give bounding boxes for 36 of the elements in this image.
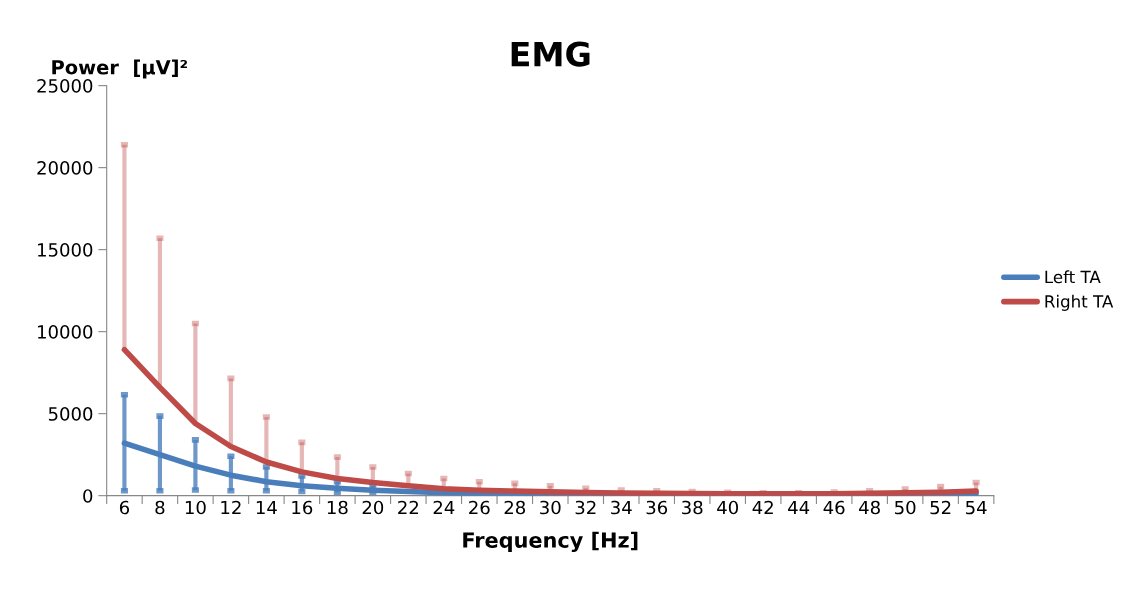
y-tick-label: 15000 [38, 243, 93, 257]
x-tick-label: 48 [859, 500, 880, 515]
x-tick-label: 10 [185, 500, 206, 515]
x-tick-label: 18 [327, 500, 348, 515]
x-tick-label: 8 [155, 500, 165, 515]
y-tick-label: 25000 [37, 79, 93, 93]
x-tick-label: 30 [540, 500, 561, 515]
x-tick-label: 38 [682, 500, 703, 515]
x-tick-label: 24 [433, 500, 455, 515]
y-tick-label: 0 [83, 489, 93, 503]
legend-label: Left TA [1045, 270, 1101, 284]
x-tick-label: 26 [469, 500, 490, 515]
legend-label: Right TA [1045, 294, 1114, 311]
y-axis-title: Power [µV]² [52, 59, 187, 79]
x-tick-label: 40 [717, 500, 738, 515]
y-tick-label: 20000 [37, 161, 93, 175]
x-axis-title: Frequency [Hz] [463, 531, 638, 553]
x-tick-label: 46 [823, 500, 845, 515]
y-tick-label: 5000 [48, 407, 93, 421]
x-tick-label: 16 [292, 500, 313, 515]
x-tick-label: 52 [930, 500, 951, 515]
x-tick-label: 42 [752, 500, 773, 515]
x-tick-label: 12 [221, 500, 241, 515]
x-tick-label: 54 [966, 500, 987, 515]
x-tick-label: 14 [256, 500, 277, 515]
x-tick-label: 44 [788, 500, 810, 515]
x-tick-label: 22 [398, 500, 418, 515]
x-tick-label: 34 [611, 500, 632, 515]
x-tick-label: 6 [119, 500, 130, 515]
x-tick-label: 28 [504, 500, 526, 515]
x-tick-label: 20 [362, 500, 384, 515]
y-tick-label: 10000 [38, 325, 93, 339]
x-tick-label: 50 [895, 500, 916, 515]
x-tick-label: 32 [575, 500, 596, 515]
chart-title: EMG [511, 41, 590, 67]
x-tick-label: 36 [646, 500, 668, 515]
